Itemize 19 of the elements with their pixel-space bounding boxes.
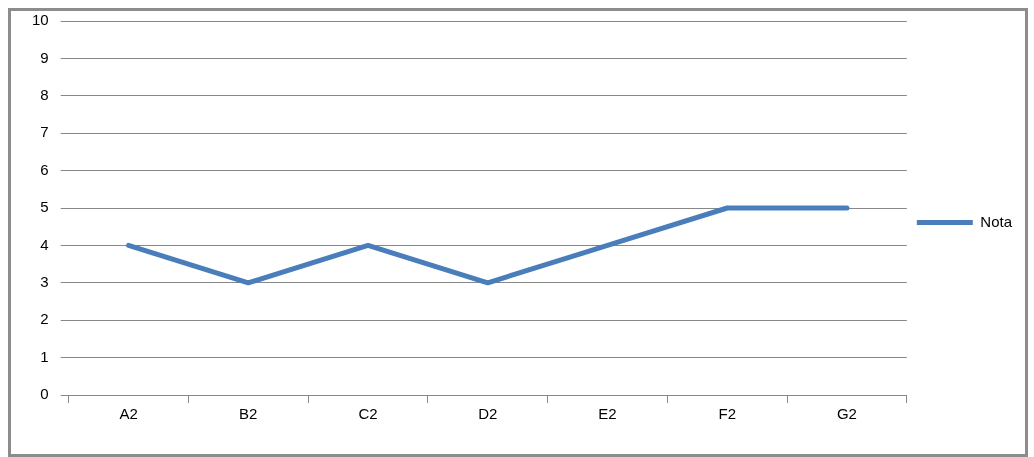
y-tick-label: 5 <box>40 198 49 216</box>
y-tick-label: 10 <box>32 11 49 29</box>
x-tick-label: C2 <box>358 405 378 423</box>
y-tick-label: 8 <box>40 85 49 103</box>
y-tick-label: 2 <box>40 310 49 328</box>
legend-label: Nota <box>980 212 1013 230</box>
y-tick-label: 4 <box>40 235 49 253</box>
x-tick-label: G2 <box>836 405 857 423</box>
y-tick-label: 7 <box>40 123 49 141</box>
y-tick-label: 9 <box>40 48 49 66</box>
x-tick-label: A2 <box>119 405 138 423</box>
x-tick-label: D2 <box>478 405 498 423</box>
y-tick-label: 1 <box>40 347 49 365</box>
x-tick-label: B2 <box>239 405 258 423</box>
y-tick-label: 3 <box>40 272 49 290</box>
x-tick-label: E2 <box>598 405 617 423</box>
y-tick-label: 0 <box>40 385 49 403</box>
y-tick-label: 6 <box>40 160 49 178</box>
x-tick-label: F2 <box>718 405 736 423</box>
